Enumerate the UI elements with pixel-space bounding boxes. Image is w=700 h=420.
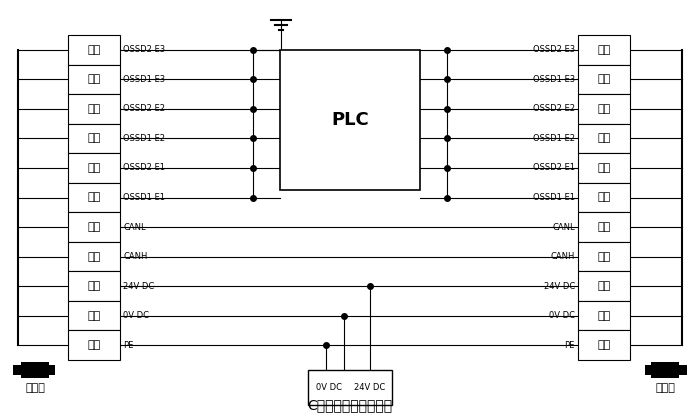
Text: 红色: 红色: [597, 281, 610, 291]
Text: 发射器: 发射器: [25, 383, 45, 393]
Bar: [651, 362, 679, 378]
Text: OSSD1 E1: OSSD1 E1: [533, 193, 575, 202]
Text: 蓝色: 蓝色: [597, 192, 610, 202]
Bar: [68, 153, 120, 183]
Text: OSSD2 E1: OSSD2 E1: [533, 163, 575, 173]
Bar: [68, 331, 120, 360]
Text: 棕色: 棕色: [597, 163, 610, 173]
Bar: [578, 65, 630, 94]
Text: 花色: 花色: [88, 340, 101, 350]
Bar: [68, 271, 120, 301]
Text: 白色: 白色: [88, 134, 101, 143]
Bar: [578, 123, 630, 153]
Bar: [68, 94, 120, 123]
Text: 绿色: 绿色: [597, 311, 610, 321]
Text: CANH: CANH: [123, 252, 148, 261]
Text: OSSD2 E2: OSSD2 E2: [533, 104, 575, 113]
Bar: [578, 242, 630, 271]
Text: 0V DC: 0V DC: [549, 311, 575, 320]
Text: OSSD2 E2: OSSD2 E2: [123, 104, 165, 113]
Text: 青色: 青色: [597, 74, 610, 84]
Text: 黑色: 黑色: [597, 222, 610, 232]
Bar: [679, 365, 687, 375]
Text: OSSD2 E3: OSSD2 E3: [123, 45, 165, 54]
Text: 24V DC: 24V DC: [123, 282, 154, 291]
Text: 黑色: 黑色: [88, 222, 101, 232]
Bar: [49, 365, 55, 375]
Bar: [68, 242, 120, 271]
Bar: [645, 365, 651, 375]
Bar: [68, 301, 120, 331]
Bar: [578, 153, 630, 183]
Bar: [578, 94, 630, 123]
Bar: [578, 212, 630, 242]
Text: OSSD1 E3: OSSD1 E3: [123, 75, 165, 84]
Text: 白色: 白色: [597, 134, 610, 143]
Bar: [578, 35, 630, 65]
Bar: [578, 271, 630, 301]
Bar: [13, 365, 21, 375]
Bar: [21, 362, 49, 378]
Bar: [280, 50, 420, 190]
Text: PLC: PLC: [331, 111, 369, 129]
Text: CANL: CANL: [123, 223, 146, 231]
Text: CANL: CANL: [552, 223, 575, 231]
Bar: [578, 183, 630, 212]
Text: 灰色: 灰色: [88, 104, 101, 114]
Bar: [578, 331, 630, 360]
Text: 蓝色: 蓝色: [88, 192, 101, 202]
Text: CANH: CANH: [551, 252, 575, 261]
Bar: [68, 123, 120, 153]
Text: OSSD2 E3: OSSD2 E3: [533, 45, 575, 54]
Text: 紫色: 紫色: [88, 45, 101, 55]
Text: 棕色: 棕色: [88, 163, 101, 173]
Text: PE: PE: [565, 341, 575, 350]
Bar: [308, 370, 392, 405]
Text: OSSD1 E2: OSSD1 E2: [123, 134, 165, 143]
Text: 0V DC: 0V DC: [316, 383, 342, 392]
Text: 紫色: 紫色: [597, 45, 610, 55]
Text: C型传感器单独接线图: C型传感器单独接线图: [307, 398, 393, 412]
Text: OSSD1 E1: OSSD1 E1: [123, 193, 165, 202]
Bar: [68, 183, 120, 212]
Text: 绿色: 绿色: [88, 311, 101, 321]
Text: 24V DC: 24V DC: [354, 383, 385, 392]
Text: OSSD2 E1: OSSD2 E1: [123, 163, 165, 173]
Bar: [68, 35, 120, 65]
Text: OSSD1 E3: OSSD1 E3: [533, 75, 575, 84]
Text: PE: PE: [123, 341, 134, 350]
Text: 24V DC: 24V DC: [544, 282, 575, 291]
Text: 红色: 红色: [88, 281, 101, 291]
Text: 黄色: 黄色: [597, 252, 610, 262]
Text: 0V DC: 0V DC: [123, 311, 149, 320]
Text: 花色: 花色: [597, 340, 610, 350]
Bar: [578, 301, 630, 331]
Text: 灰色: 灰色: [597, 104, 610, 114]
Text: OSSD1 E2: OSSD1 E2: [533, 134, 575, 143]
Bar: [68, 212, 120, 242]
Text: 青色: 青色: [88, 74, 101, 84]
Text: 接收器: 接收器: [655, 383, 675, 393]
Bar: [68, 65, 120, 94]
Text: 黄色: 黄色: [88, 252, 101, 262]
